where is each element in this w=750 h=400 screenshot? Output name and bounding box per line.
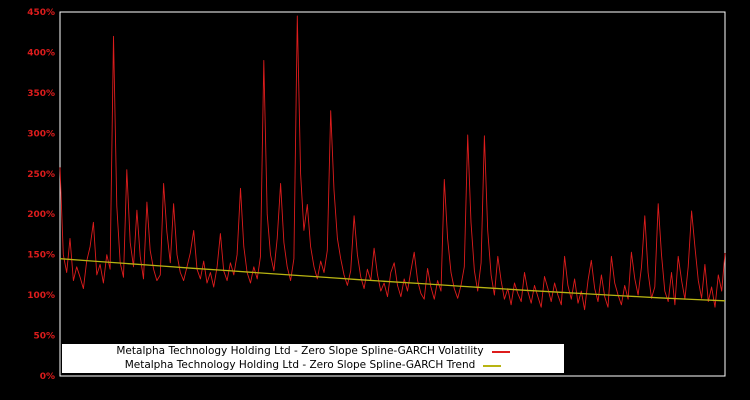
y-tick-label: 150%	[27, 251, 55, 261]
y-tick-label: 400%	[27, 48, 55, 58]
y-tick-label: 350%	[27, 89, 55, 99]
legend-row-volatility: Metalpha Technology Holding Ltd - Zero S…	[62, 345, 564, 358]
volatility-line	[59, 15, 726, 311]
y-tick-label: 300%	[27, 129, 55, 139]
legend-row-trend: Metalpha Technology Holding Ltd - Zero S…	[62, 359, 564, 372]
y-tick-label: 0%	[40, 372, 55, 382]
legend-label-trend: Metalpha Technology Holding Ltd - Zero S…	[124, 359, 476, 371]
legend-label-volatility: Metalpha Technology Holding Ltd - Zero S…	[116, 345, 484, 357]
plot-frame	[59, 11, 726, 377]
y-tick-label: 450%	[27, 8, 55, 18]
legend-line-volatility-icon	[491, 350, 510, 353]
legend-line-trend-icon	[483, 364, 502, 367]
trend-line	[59, 258, 726, 302]
y-tick-label: 100%	[27, 291, 55, 301]
y-tick-label: 200%	[27, 210, 55, 220]
legend: Metalpha Technology Holding Ltd - Zero S…	[62, 344, 564, 373]
y-tick-label: 250%	[27, 170, 55, 180]
y-tick-label: 50%	[33, 332, 55, 342]
